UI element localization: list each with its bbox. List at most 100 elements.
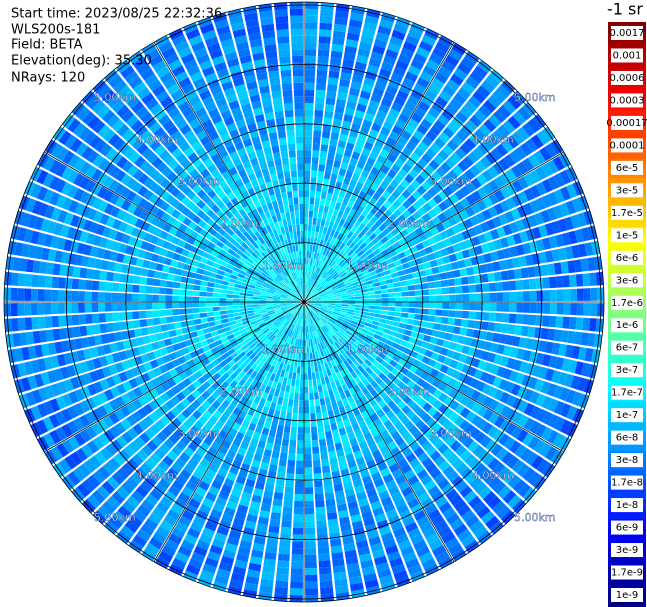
range-gate (217, 126, 228, 137)
range-gate (216, 199, 225, 209)
range-gate (340, 433, 349, 443)
range-gate (255, 114, 265, 123)
range-gate (108, 229, 118, 240)
range-gate (490, 364, 500, 375)
range-gate (328, 338, 334, 345)
range-gate (439, 230, 449, 240)
range-gate (372, 191, 382, 201)
range-gate (385, 232, 395, 240)
range-gate (226, 93, 238, 104)
range-gate (11, 272, 19, 286)
range-gate (330, 381, 337, 389)
range-gate (361, 370, 370, 379)
range-gate (413, 446, 425, 458)
range-gate (402, 385, 412, 395)
range-gate (145, 302, 153, 310)
range-gate (261, 391, 269, 400)
range-gate (421, 95, 434, 107)
range-gate (274, 267, 281, 274)
range-gate (214, 532, 227, 543)
range-gate (307, 264, 310, 272)
range-gate (239, 362, 248, 370)
range-gate (304, 306, 306, 313)
range-gate (304, 150, 312, 157)
range-gate (471, 177, 482, 190)
range-gate (351, 352, 359, 360)
range-gate (242, 381, 251, 390)
range-gate (307, 303, 314, 307)
range-gate (140, 111, 153, 124)
range-gate (376, 186, 385, 195)
range-gate (244, 357, 252, 365)
range-gate (273, 307, 281, 310)
range-gate (254, 338, 261, 345)
range-gate (232, 298, 240, 302)
range-gate (288, 197, 294, 205)
range-gate (221, 170, 231, 180)
range-gate (472, 444, 485, 457)
range-gate (312, 317, 316, 324)
range-gate (179, 469, 192, 480)
range-gate (318, 553, 331, 562)
range-gate (408, 260, 417, 268)
range-gate (487, 386, 498, 398)
range-gate (304, 210, 309, 218)
range-gate (266, 477, 276, 486)
range-gate (273, 444, 281, 452)
range-gate (496, 302, 504, 312)
range-gate (583, 303, 591, 316)
range-gate (511, 411, 523, 425)
range-gate (97, 505, 112, 520)
range-gate (322, 263, 328, 271)
range-gate (404, 469, 416, 480)
range-gate (89, 246, 99, 257)
range-gate (347, 306, 355, 310)
range-gate (286, 378, 292, 386)
range-gate (292, 265, 296, 273)
range-gate (60, 224, 70, 238)
range-gate (466, 328, 474, 338)
range-gate (591, 349, 601, 364)
range-gate (319, 398, 326, 406)
range-gate (520, 142, 533, 156)
range-gate (199, 503, 212, 515)
range-gate (50, 355, 60, 369)
range-gate (305, 305, 309, 312)
range-gate (304, 406, 310, 414)
range-gate (341, 212, 349, 221)
range-gate (154, 271, 162, 279)
range-gate (483, 341, 492, 351)
range-gate (178, 296, 186, 302)
range-gate (411, 480, 423, 492)
range-gate (335, 496, 346, 506)
range-gate (304, 224, 308, 231)
range-gate (469, 427, 481, 440)
range-gate (404, 420, 415, 431)
range-gate (275, 311, 283, 316)
range-gate (44, 289, 52, 301)
range-gate (342, 155, 351, 164)
range-gate (286, 303, 294, 305)
range-gate (5, 333, 15, 348)
range-gate (300, 326, 303, 333)
range-gate (313, 385, 318, 393)
range-gate (272, 498, 283, 507)
range-gate (507, 494, 522, 509)
range-gate (221, 399, 231, 409)
range-gate (283, 269, 289, 276)
range-gate (394, 311, 402, 317)
range-gate (285, 480, 294, 488)
range-gate (12, 333, 21, 347)
range-gate (290, 574, 303, 582)
range-gate (397, 381, 407, 390)
range-gate (293, 299, 301, 302)
range-gate (435, 41, 450, 54)
range-gate (283, 311, 290, 317)
range-gate (288, 266, 293, 274)
range-gate (253, 200, 261, 209)
range-gate (290, 15, 303, 23)
range-gate (211, 400, 221, 410)
range-gate (371, 471, 382, 482)
range-gate (475, 380, 486, 392)
range-gate (226, 334, 235, 341)
